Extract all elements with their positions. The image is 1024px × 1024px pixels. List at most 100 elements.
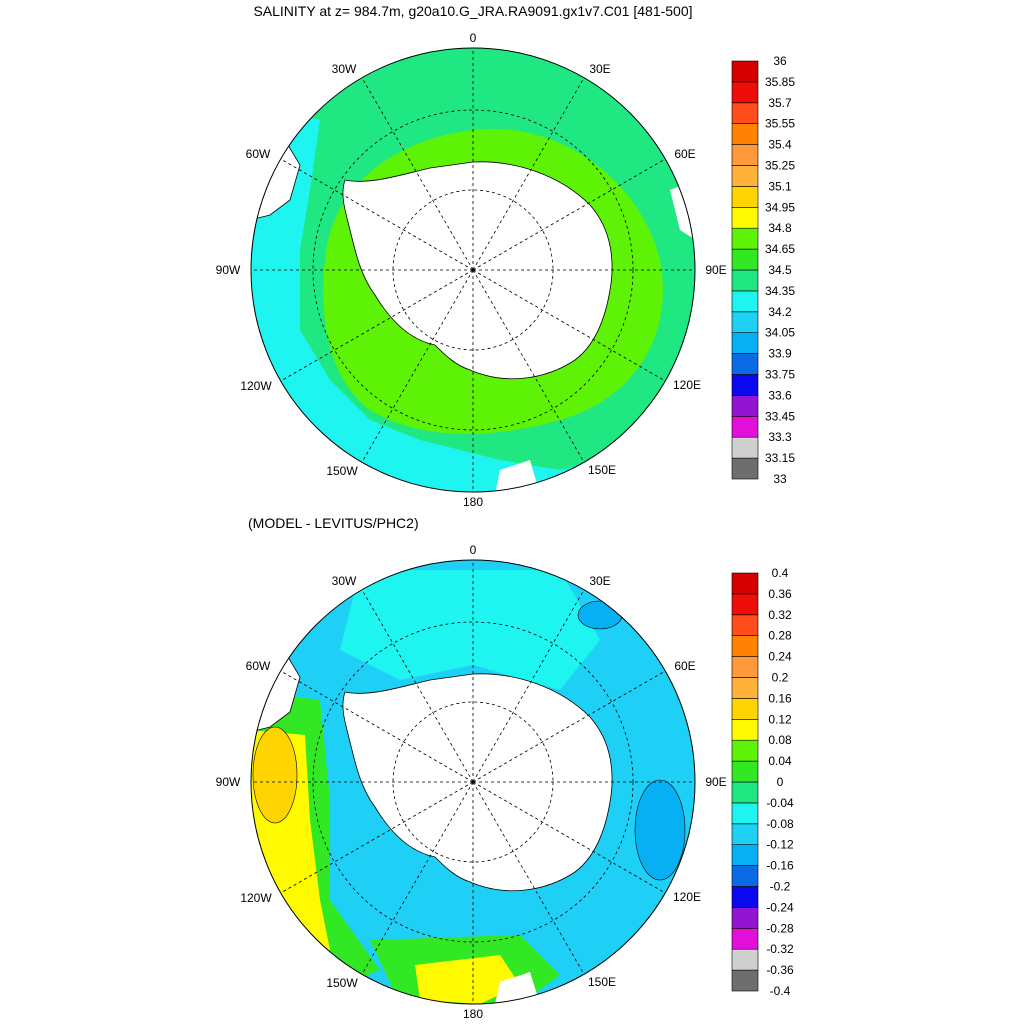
panel1-lon-120e: 120E: [673, 378, 701, 392]
panel2-map-border: [250, 559, 696, 1005]
meridian-line: [280, 781, 474, 894]
colorbar-label: 0.2: [772, 671, 789, 685]
panel2-lon-150e: 150E: [588, 975, 616, 989]
colorbar-box: [731, 207, 759, 229]
colorbar-label: 36: [773, 54, 787, 68]
colorbar-label: 0.04: [768, 754, 792, 768]
panel1-map: [251, 48, 695, 492]
panel1-lon-150w: 150W: [326, 464, 358, 478]
meridian-line: [472, 158, 666, 271]
panel2-antarctica: [342, 673, 613, 892]
panel2-lon-120w: 120W: [240, 891, 272, 905]
colorbar-label: 0.12: [768, 712, 792, 726]
colorbar-label: 0.24: [768, 650, 792, 664]
colorbar-label: 33.3: [768, 430, 792, 444]
colorbar-label: -0.32: [766, 942, 794, 956]
meridian-line: [361, 77, 474, 271]
panel2-colorbar: -0.4 -0.36 -0.32 -0.28 -0.24 -0.2 -0.16 -0.12 -0…: [731, 566, 794, 998]
colorbar-box: [731, 415, 759, 438]
colorbar-box: [731, 290, 759, 313]
colorbar-box: [731, 844, 759, 866]
colorbar-label: 34.2: [768, 305, 792, 319]
colorbar-label: -0.04: [766, 796, 794, 810]
colorbar-label: -0.12: [766, 838, 794, 852]
meridian-line: [472, 781, 666, 894]
colorbar-label: 33.15: [765, 451, 795, 465]
panel1-lon-30w: 30W: [332, 62, 357, 76]
panel2-lon-60e: 60E: [674, 659, 695, 673]
meridian-line: [280, 158, 474, 271]
colorbar-label: 33.9: [768, 347, 792, 361]
panel1-lon-180: 180: [463, 495, 483, 509]
colorbar-box: [731, 948, 759, 971]
colorbar-box: [731, 969, 759, 992]
colorbar-label: -0.24: [766, 900, 794, 914]
colorbar-box: [731, 144, 759, 166]
colorbar-box: [731, 374, 759, 396]
panel1-lon-150e: 150E: [588, 463, 616, 477]
panel1-title: SALINITY at z= 984.7m, g20a10.G_JRA.RA90…: [253, 3, 692, 19]
colorbar-box: [731, 698, 759, 720]
colorbar-label: 34.35: [765, 284, 795, 298]
panel2-region-blue-east: [634, 779, 686, 881]
panel1-lon-0: 0: [470, 31, 477, 45]
colorbar-label: 35.55: [765, 117, 795, 131]
colorbar-box: [731, 739, 759, 762]
colorbar-label: -0.16: [766, 859, 794, 873]
meridian-line: [472, 269, 666, 382]
colorbar-box: [731, 60, 759, 83]
panel2-region-blue-ne: [577, 600, 623, 630]
colorbar-box: [731, 802, 759, 825]
panel2-map: [251, 560, 695, 1004]
colorbar-box: [731, 656, 759, 678]
colorbar-box: [731, 248, 759, 271]
colorbar-label: 0.32: [768, 608, 792, 622]
colorbar-box: [731, 457, 759, 480]
colorbar-label: 33.45: [765, 409, 795, 423]
colorbar-label: -0.2: [770, 880, 791, 894]
colorbar-box: [731, 677, 759, 699]
panel2-region-turquoise-north: [340, 570, 600, 690]
panel1-lon-60w: 60W: [246, 147, 271, 161]
colorbar-box: [731, 781, 759, 804]
colorbar-box: [731, 572, 759, 595]
panel2-lon-150w: 150W: [326, 976, 358, 990]
colorbar-box: [731, 332, 759, 354]
panel2-meridians: [251, 560, 695, 1004]
colorbar-label: -0.08: [766, 817, 794, 831]
colorbar-box: [731, 269, 759, 292]
panel2-lon-90e: 90E: [705, 775, 726, 789]
colorbar-box: [731, 614, 759, 636]
colorbar-box: [731, 123, 759, 145]
colorbar-box: [731, 593, 759, 616]
colorbar-label: 34.05: [765, 326, 795, 340]
meridian-line: [472, 670, 666, 783]
colorbar-label: 33.75: [765, 368, 795, 382]
panel1-antarctica: [342, 161, 613, 380]
colorbar-label: 34.95: [765, 200, 795, 214]
colorbar-box: [731, 436, 759, 459]
colorbar-label: 33.6: [768, 388, 792, 402]
colorbar-box: [731, 865, 759, 887]
colorbar-label: 34.65: [765, 242, 795, 256]
panel1-colorbar: 33 33.15 33.3 33.45 33.6 33.75 33.9 34.05 34.2 34…: [731, 54, 795, 486]
panel2-region-orange-west: [252, 726, 298, 824]
meridian-line: [472, 781, 585, 975]
colorbar-label: 33: [773, 472, 787, 486]
panel2-lon-30e: 30E: [589, 574, 610, 588]
meridian-line: [472, 269, 585, 463]
panel1-map-border: [250, 47, 696, 493]
colorbar-box: [731, 760, 759, 783]
panel2-lon-60w: 60W: [246, 659, 271, 673]
colorbar-label: -0.4: [770, 984, 791, 998]
meridian-line: [361, 589, 474, 783]
colorbar-label: 34.5: [768, 263, 792, 277]
colorbar-label: 34.8: [768, 221, 792, 235]
colorbar-box: [731, 886, 759, 908]
panel2-lon-120e: 120E: [673, 890, 701, 904]
colorbar-box: [731, 165, 759, 187]
panel2-lon-0: 0: [470, 543, 477, 557]
meridian-line: [361, 781, 474, 975]
colorbar-box: [731, 186, 759, 208]
colorbar-label: 0.16: [768, 691, 792, 705]
